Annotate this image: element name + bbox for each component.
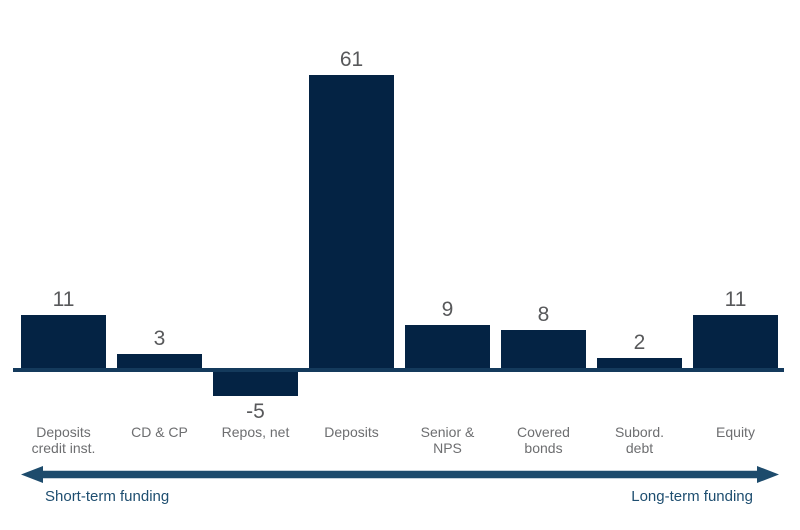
x-axis-line bbox=[13, 368, 784, 372]
double-arrow-icon bbox=[21, 466, 779, 483]
bar-value-label: 2 bbox=[633, 331, 646, 355]
bar-category-label: Covered bonds bbox=[517, 424, 570, 456]
bar-category-label: CD & CP bbox=[131, 424, 188, 440]
bar-value-label: 61 bbox=[339, 48, 364, 72]
bar-category-label: Senior & NPS bbox=[420, 424, 475, 456]
bar-value-label: 11 bbox=[52, 288, 75, 312]
bar-category-label: Subord. debt bbox=[614, 424, 665, 456]
bar-category-label: Repos, net bbox=[221, 424, 290, 440]
bar bbox=[21, 315, 106, 368]
bar bbox=[213, 372, 298, 396]
bar bbox=[309, 75, 394, 368]
bar-category-label: Deposits bbox=[324, 424, 379, 440]
short-term-funding-label: Short-term funding bbox=[45, 488, 170, 505]
long-term-funding-label: Long-term funding bbox=[631, 488, 753, 505]
bar-value-label: 8 bbox=[537, 302, 550, 326]
bar-value-label: -5 bbox=[246, 400, 265, 423]
bar-category-label: Deposits credit inst. bbox=[31, 424, 96, 456]
bar-value-label: 11 bbox=[724, 288, 747, 312]
bar bbox=[693, 315, 778, 368]
bar bbox=[597, 358, 682, 368]
bar-value-label: 3 bbox=[153, 326, 166, 350]
bar bbox=[405, 324, 490, 368]
bar bbox=[501, 329, 586, 368]
bar-value-label: 9 bbox=[441, 297, 454, 321]
bar bbox=[117, 353, 202, 368]
funding-direction-arrow bbox=[21, 466, 779, 483]
bar-category-label: Equity bbox=[716, 424, 755, 440]
